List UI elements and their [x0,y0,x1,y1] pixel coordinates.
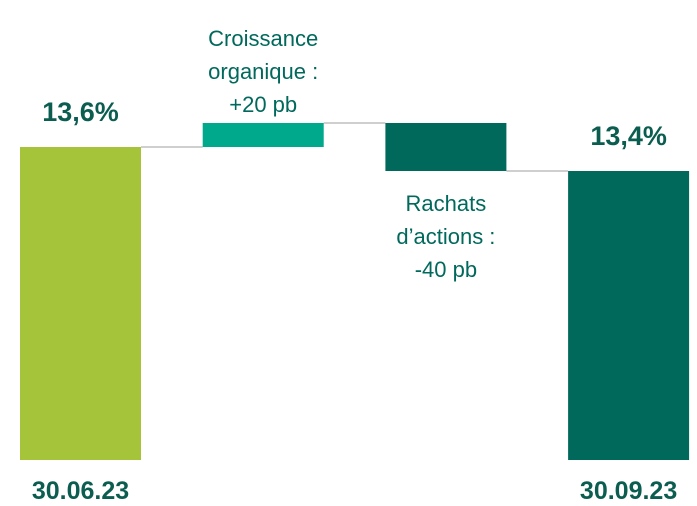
delta-label: Rachats d’actions : -40 pb [366,187,526,286]
bar [568,171,690,460]
value-label: +20 pb [229,92,298,117]
category-label: 30.09.23 [579,477,678,505]
value-label: 13,6% [42,97,119,127]
value-label: -40 pb [414,257,478,282]
delta-label: Croissance organique : +20 pb [183,22,343,121]
value-label: 13,4% [590,121,667,151]
category-label: Rachats d’actions : [396,191,496,249]
bar [385,123,507,171]
bar [202,123,324,147]
bar [20,147,141,460]
category-label: Croissance organique : [208,26,319,84]
category-label: 30.06.23 [31,477,130,505]
